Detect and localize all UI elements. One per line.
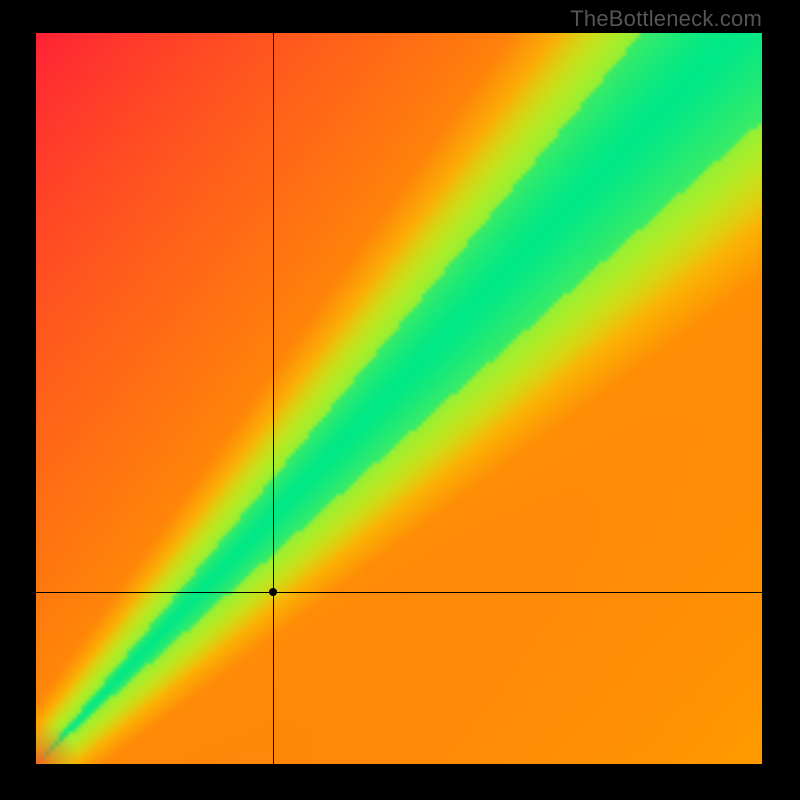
- crosshair-marker: [269, 588, 277, 596]
- heatmap-plot: [36, 33, 762, 764]
- crosshair-horizontal: [36, 592, 762, 593]
- heatmap-canvas: [36, 33, 762, 764]
- watermark-text: TheBottleneck.com: [570, 6, 762, 32]
- crosshair-vertical: [273, 33, 274, 764]
